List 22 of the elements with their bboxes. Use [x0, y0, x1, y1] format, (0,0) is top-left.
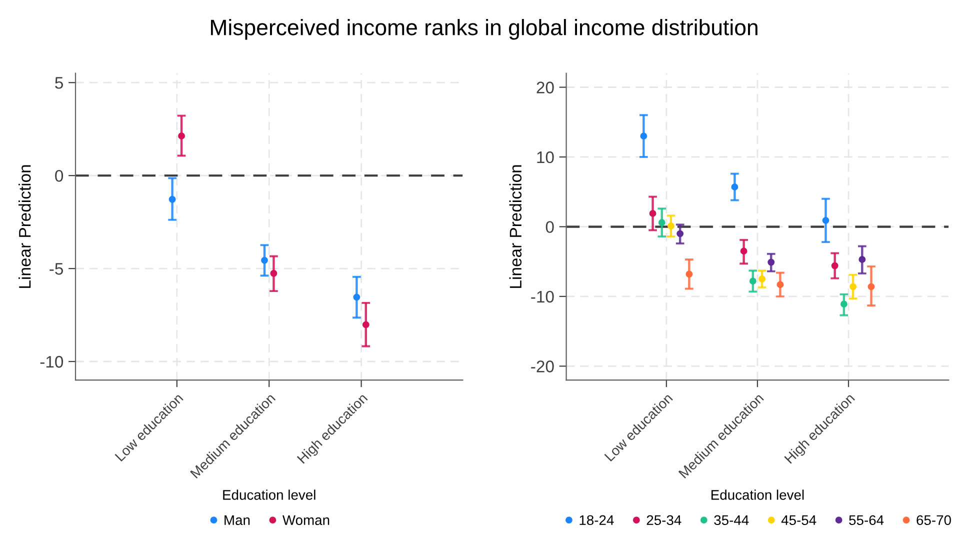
y-tick-label: 5: [55, 77, 63, 89]
y-axis-title: Linear Prediction: [18, 165, 31, 288]
chart-title: Misperceived income ranks in global income distribution: [211, 19, 758, 40]
legend-label: Woman: [282, 515, 330, 526]
legend-label: 35-44: [714, 515, 749, 526]
y-tick-label: 20: [536, 82, 554, 94]
y-tick-label: 10: [537, 151, 554, 164]
legend-label: 18-24: [580, 515, 614, 526]
legend-label: Man: [224, 515, 250, 526]
legend-label: 65-70: [916, 515, 951, 526]
y-tick-label: 0: [55, 170, 64, 182]
y-tick-label: -10: [531, 290, 554, 303]
y-tick-label: -20: [531, 360, 554, 372]
x-axis-title: Education level: [712, 490, 804, 500]
legend-label: 45-54: [781, 515, 816, 526]
x-axis-title: Education level: [223, 490, 316, 500]
legend-label: 55-64: [849, 515, 884, 526]
y-tick-label: 0: [546, 221, 554, 233]
y-axis-title: Linear Prediction: [509, 165, 522, 288]
y-tick-label: -5: [50, 263, 63, 275]
legend-label: 25-34: [646, 515, 682, 526]
y-tick-label: -10: [40, 356, 64, 368]
